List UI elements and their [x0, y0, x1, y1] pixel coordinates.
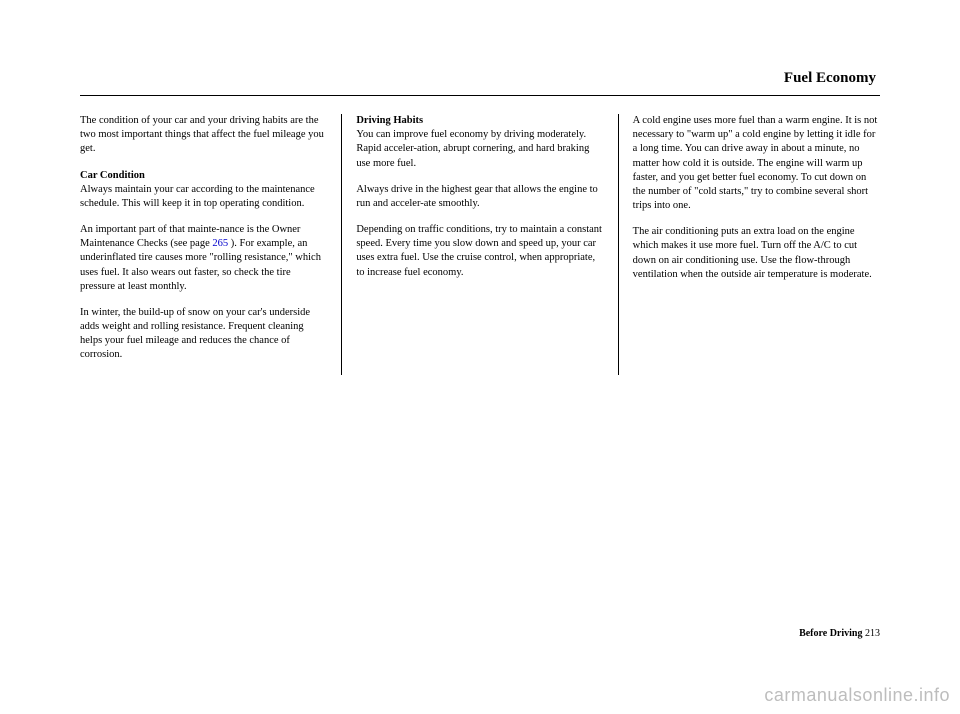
- car-condition-text: Always maintain your car according to th…: [80, 184, 315, 209]
- cold-engine-paragraph: A cold engine uses more fuel than a warm…: [633, 114, 880, 213]
- column-2: Driving Habits You can improve fuel econ…: [341, 114, 617, 375]
- driving-habits-text: You can improve fuel economy by driving …: [356, 129, 589, 168]
- intro-paragraph: The condition of your car and your drivi…: [80, 114, 327, 157]
- section-label: Before Driving: [799, 628, 862, 639]
- page-link[interactable]: 265: [212, 238, 228, 249]
- driving-habits-section: Driving Habits You can improve fuel econ…: [356, 114, 603, 171]
- maintenance-paragraph: An important part of that mainte-nance i…: [80, 223, 327, 294]
- ac-paragraph: The air conditioning puts an extra load …: [633, 225, 880, 282]
- column-1: The condition of your car and your drivi…: [80, 114, 341, 375]
- content-columns: The condition of your car and your drivi…: [80, 114, 880, 375]
- car-condition-section: Car Condition Always maintain your car a…: [80, 169, 327, 212]
- winter-paragraph: In winter, the build-up of snow on your …: [80, 306, 327, 363]
- column-3: A cold engine uses more fuel than a warm…: [618, 114, 880, 375]
- car-condition-heading: Car Condition: [80, 170, 145, 181]
- header-rule: [80, 95, 880, 96]
- page-number: 213: [865, 628, 880, 639]
- page-footer: Before Driving 213: [799, 628, 880, 639]
- driving-habits-heading: Driving Habits: [356, 115, 423, 126]
- speed-paragraph: Depending on traffic conditions, try to …: [356, 223, 603, 280]
- page-title: Fuel Economy: [80, 70, 880, 87]
- manual-page: Fuel Economy The condition of your car a…: [0, 0, 960, 714]
- watermark: carmanualsonline.info: [764, 685, 950, 706]
- gear-paragraph: Always drive in the highest gear that al…: [356, 183, 603, 211]
